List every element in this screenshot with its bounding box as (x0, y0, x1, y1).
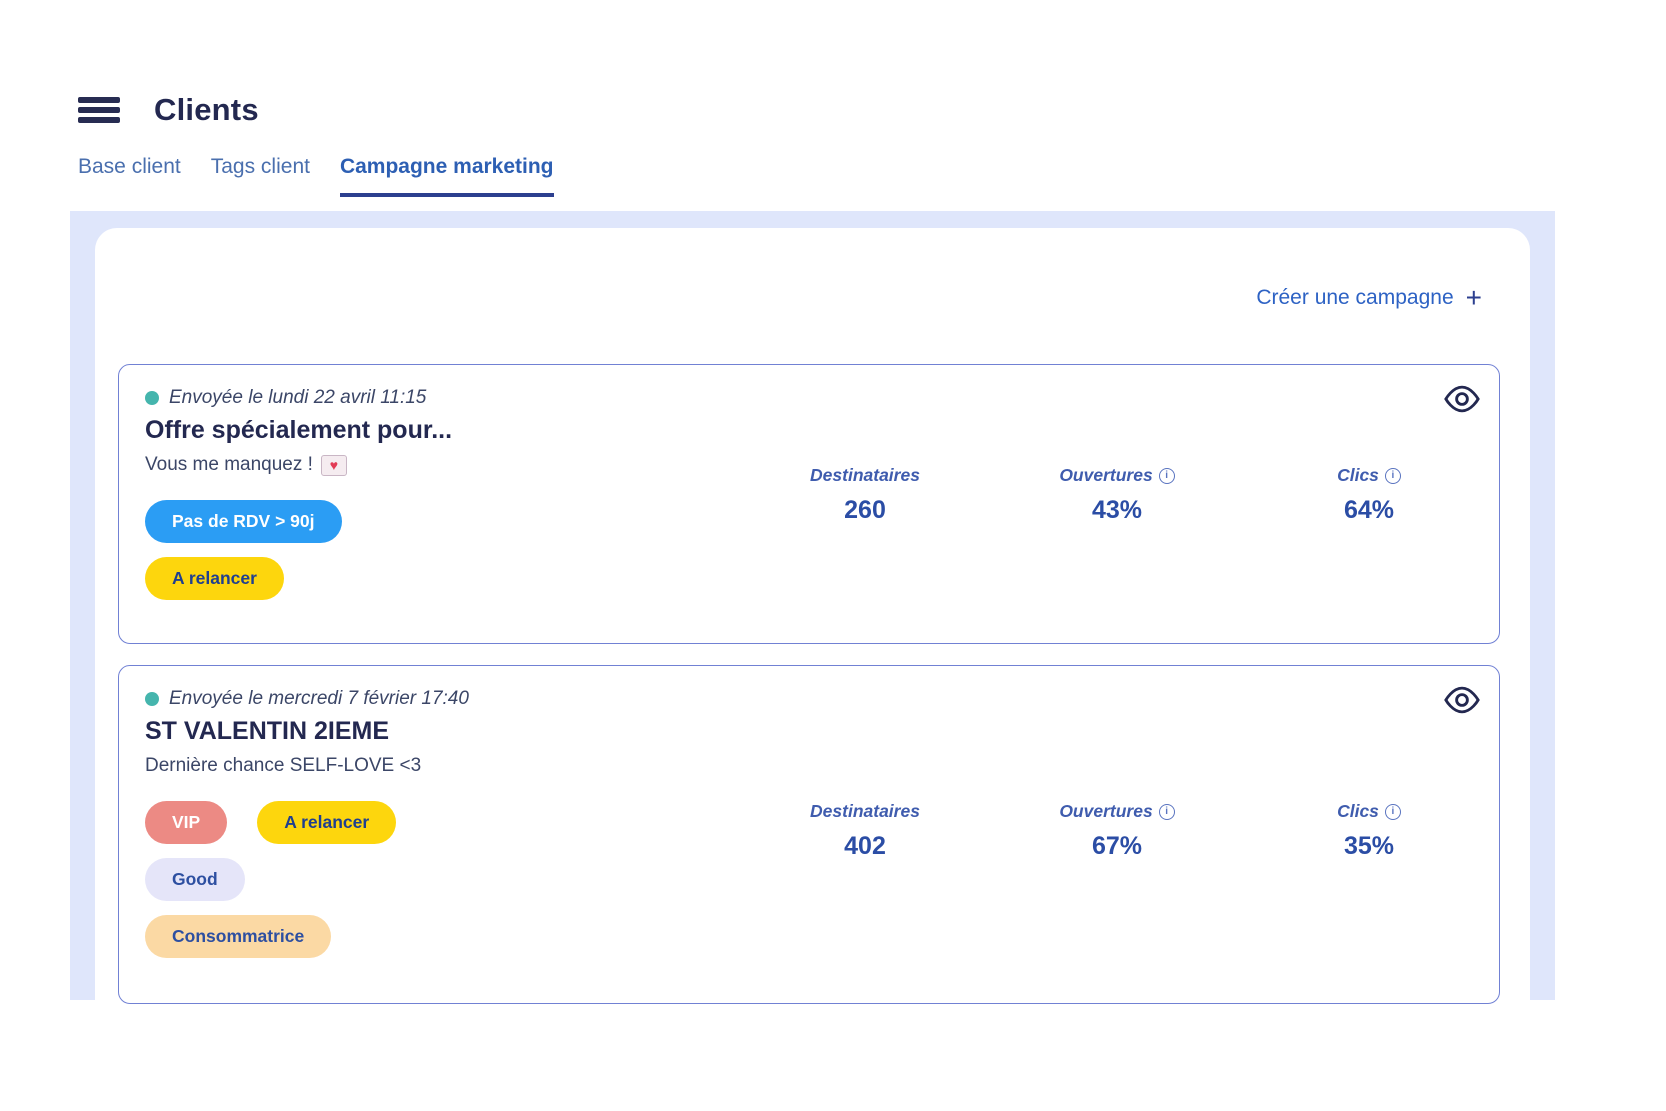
campaigns-panel: Créer une campagne + Envoyée le lundi 22… (95, 228, 1530, 1004)
view-campaign-eye-icon[interactable] (1443, 684, 1481, 716)
tag-pill: Good (145, 858, 245, 901)
page-header: Clients (78, 92, 259, 128)
tag-pill: Consommatrice (145, 915, 332, 958)
tab-campagne-marketing[interactable]: Campagne marketing (339, 155, 554, 197)
view-campaign-eye-icon[interactable] (1443, 383, 1481, 415)
campaign-subtitle: Dernière chance SELF-LOVE <3 (145, 755, 422, 776)
stat-destinataires-value: 402 (844, 832, 886, 860)
campaign-title: Offre spécialement pour... (145, 416, 453, 444)
campaign-subtitle: Vous me manquez ! ♥ (145, 454, 1473, 476)
stat-ouvertures-value: 43% (1091, 496, 1143, 524)
create-campaign-label: Créer une campagne (1256, 286, 1454, 309)
sent-status-dot (145, 391, 159, 405)
stat-ouvertures: Ouvertures 67% (1007, 801, 1227, 861)
campaign-card: Envoyée le mercredi 7 février 17:40 ST V… (118, 665, 1500, 1004)
campaign-status-line: Envoyée le lundi 22 avril 11:15 (145, 387, 1473, 409)
stat-destinataires: Destinataires 260 (755, 465, 975, 525)
campaign-tags: VIP A relancer Good Consommatrice (145, 801, 1473, 958)
stat-clics: Clics 64% (1259, 465, 1479, 525)
sent-date-label: Envoyée le mercredi 7 février 17:40 (169, 688, 469, 709)
menu-hamburger-icon[interactable] (78, 94, 120, 126)
info-icon[interactable] (1158, 467, 1175, 484)
sent-status-dot (145, 692, 159, 706)
tab-tags-client[interactable]: Tags client (210, 155, 310, 178)
campaign-status-line: Envoyée le mercredi 7 février 17:40 (145, 688, 1473, 710)
campaign-card: Envoyée le lundi 22 avril 11:15 Offre sp… (118, 364, 1500, 644)
campaign-stats: Destinataires 260 Ouvertures 43% Clics 6… (755, 465, 1479, 525)
stat-ouvertures-value: 67% (1091, 832, 1143, 860)
content-section: Créer une campagne + Envoyée le lundi 22… (70, 211, 1555, 1004)
tag-pill: A relancer (145, 557, 284, 600)
campaign-stats: Destinataires 402 Ouvertures 67% Clics 3… (755, 801, 1479, 861)
stat-destinataires: Destinataires 402 (755, 801, 975, 861)
tag-pill: A relancer (257, 801, 397, 844)
page-title: Clients (154, 92, 259, 127)
stat-destinataires-value: 260 (844, 496, 886, 524)
tab-bar: Base client Tags client Campagne marketi… (78, 155, 554, 197)
stat-clics-value: 35% (1343, 832, 1395, 860)
stat-ouvertures: Ouvertures 43% (1007, 465, 1227, 525)
info-icon[interactable] (1158, 803, 1175, 820)
tag-pill: Pas de RDV > 90j (145, 500, 342, 543)
tag-pill: VIP (145, 801, 228, 844)
campaign-title: ST VALENTIN 2IEME (145, 717, 390, 745)
info-icon[interactable] (1384, 803, 1401, 820)
stat-clics-value: 64% (1343, 496, 1395, 524)
stat-clics: Clics 35% (1259, 801, 1479, 861)
campaign-tags: Pas de RDV > 90j A relancer (145, 500, 1473, 600)
info-icon[interactable] (1384, 467, 1401, 484)
create-campaign-button[interactable]: Créer une campagne + (1256, 282, 1482, 313)
sent-date-label: Envoyée le lundi 22 avril 11:15 (169, 387, 427, 408)
plus-icon: + (1465, 282, 1482, 313)
love-letter-emoji-icon: ♥ (320, 454, 347, 476)
tab-base-client[interactable]: Base client (78, 155, 181, 178)
